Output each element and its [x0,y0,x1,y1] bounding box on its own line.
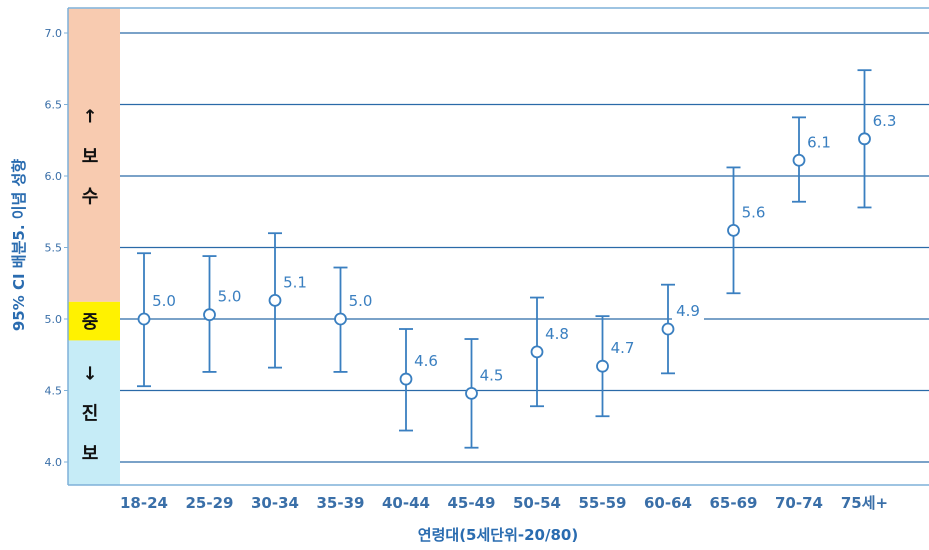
x-tick-label: 30-34 [251,494,299,512]
data-point [465,386,478,400]
band-conservative-text: 보 [82,146,99,167]
y-tick-labels: 4.0 4.5 5.0 5.5 6.0 6.5 7.0 [45,27,63,469]
data-label-bg [803,131,835,152]
data-label-bg [279,271,311,292]
data-label: 4.5 [480,366,504,384]
data-label: 5.0 [152,292,176,310]
data-label-bg [541,322,573,343]
data-label-bg [737,201,770,222]
data-point [858,132,871,146]
data-label-bg [344,290,377,310]
y-axis-title: 95% CI 배분5. 이념 성향 [10,159,28,332]
data-label-bg [213,285,246,306]
y-tick-label: 5.0 [45,313,63,326]
x-axis-title: 연령대(5세단위-20/80) [418,526,578,544]
y-tick-label: 6.0 [45,170,63,183]
gridlines [64,7,929,486]
data-point [530,345,544,359]
band-progressive-text: ↓ [82,364,97,385]
band-center [68,301,120,341]
data-point [596,359,609,373]
x-tick-label: 75세+ [841,494,888,512]
data-label: 6.1 [807,133,831,151]
band-conservative-text: ↑ [82,106,97,127]
x-tick-label: 60-64 [644,494,692,512]
data-point [661,322,675,336]
y-tick-label: 5.5 [45,242,63,255]
data-point [268,294,282,307]
x-tick-labels: 18-24 25-29 30-34 35-39 40-44 45-49 50-54 55-59… [120,494,888,512]
data-label: 6.3 [873,112,897,130]
data-point [399,372,413,386]
x-tick-label: 55-59 [579,494,627,512]
data-label-bg [148,290,180,310]
data-label: 5.1 [283,273,307,291]
data-label-bg [672,300,704,321]
data-label: 4.7 [611,339,635,357]
data-label-bg [475,364,508,385]
band-progressive [68,340,120,485]
band-progressive-text: 진 [82,404,99,425]
x-tick-label: 18-24 [120,494,168,512]
data-label: 4.6 [414,352,438,370]
y-tick-label: 6.5 [45,99,63,112]
x-tick-label: 40-44 [382,494,430,512]
y-tick-label: 7.0 [45,27,63,40]
data-label: 5.0 [349,292,373,310]
data-point [137,312,151,326]
data-label: 5.0 [218,288,242,306]
ideology-bands: ↑보수중↓진보 [68,8,120,485]
data-label: 4.9 [676,302,700,320]
data-point [727,223,740,237]
data-point [203,308,216,322]
band-center-text: 중 [82,312,99,333]
data-label-bg [410,350,442,371]
data-label: 4.8 [545,325,569,343]
x-tick-label: 70-74 [775,494,823,512]
band-conservative-text: 수 [82,186,99,207]
band-progressive-text: 보 [82,444,99,465]
data-label-bg [606,337,639,358]
y-tick-label: 4.5 [45,385,63,398]
data-label-bg [868,109,901,130]
x-tick-label: 25-29 [186,494,234,512]
data-point [792,153,806,167]
data-label: 5.6 [742,203,766,221]
x-tick-label: 45-49 [448,494,496,512]
x-tick-label: 65-69 [710,494,758,512]
x-tick-label: 35-39 [317,494,365,512]
data-marks: 5.0 5.0 5.1 5.0 4.6 4.5 4.8 4.7 4.9 5.6 6.1 6.3 [137,69,901,449]
data-point [334,312,347,326]
x-tick-label: 50-54 [513,494,561,512]
band-conservative [68,8,120,302]
y-tick-label: 4.0 [45,456,63,469]
